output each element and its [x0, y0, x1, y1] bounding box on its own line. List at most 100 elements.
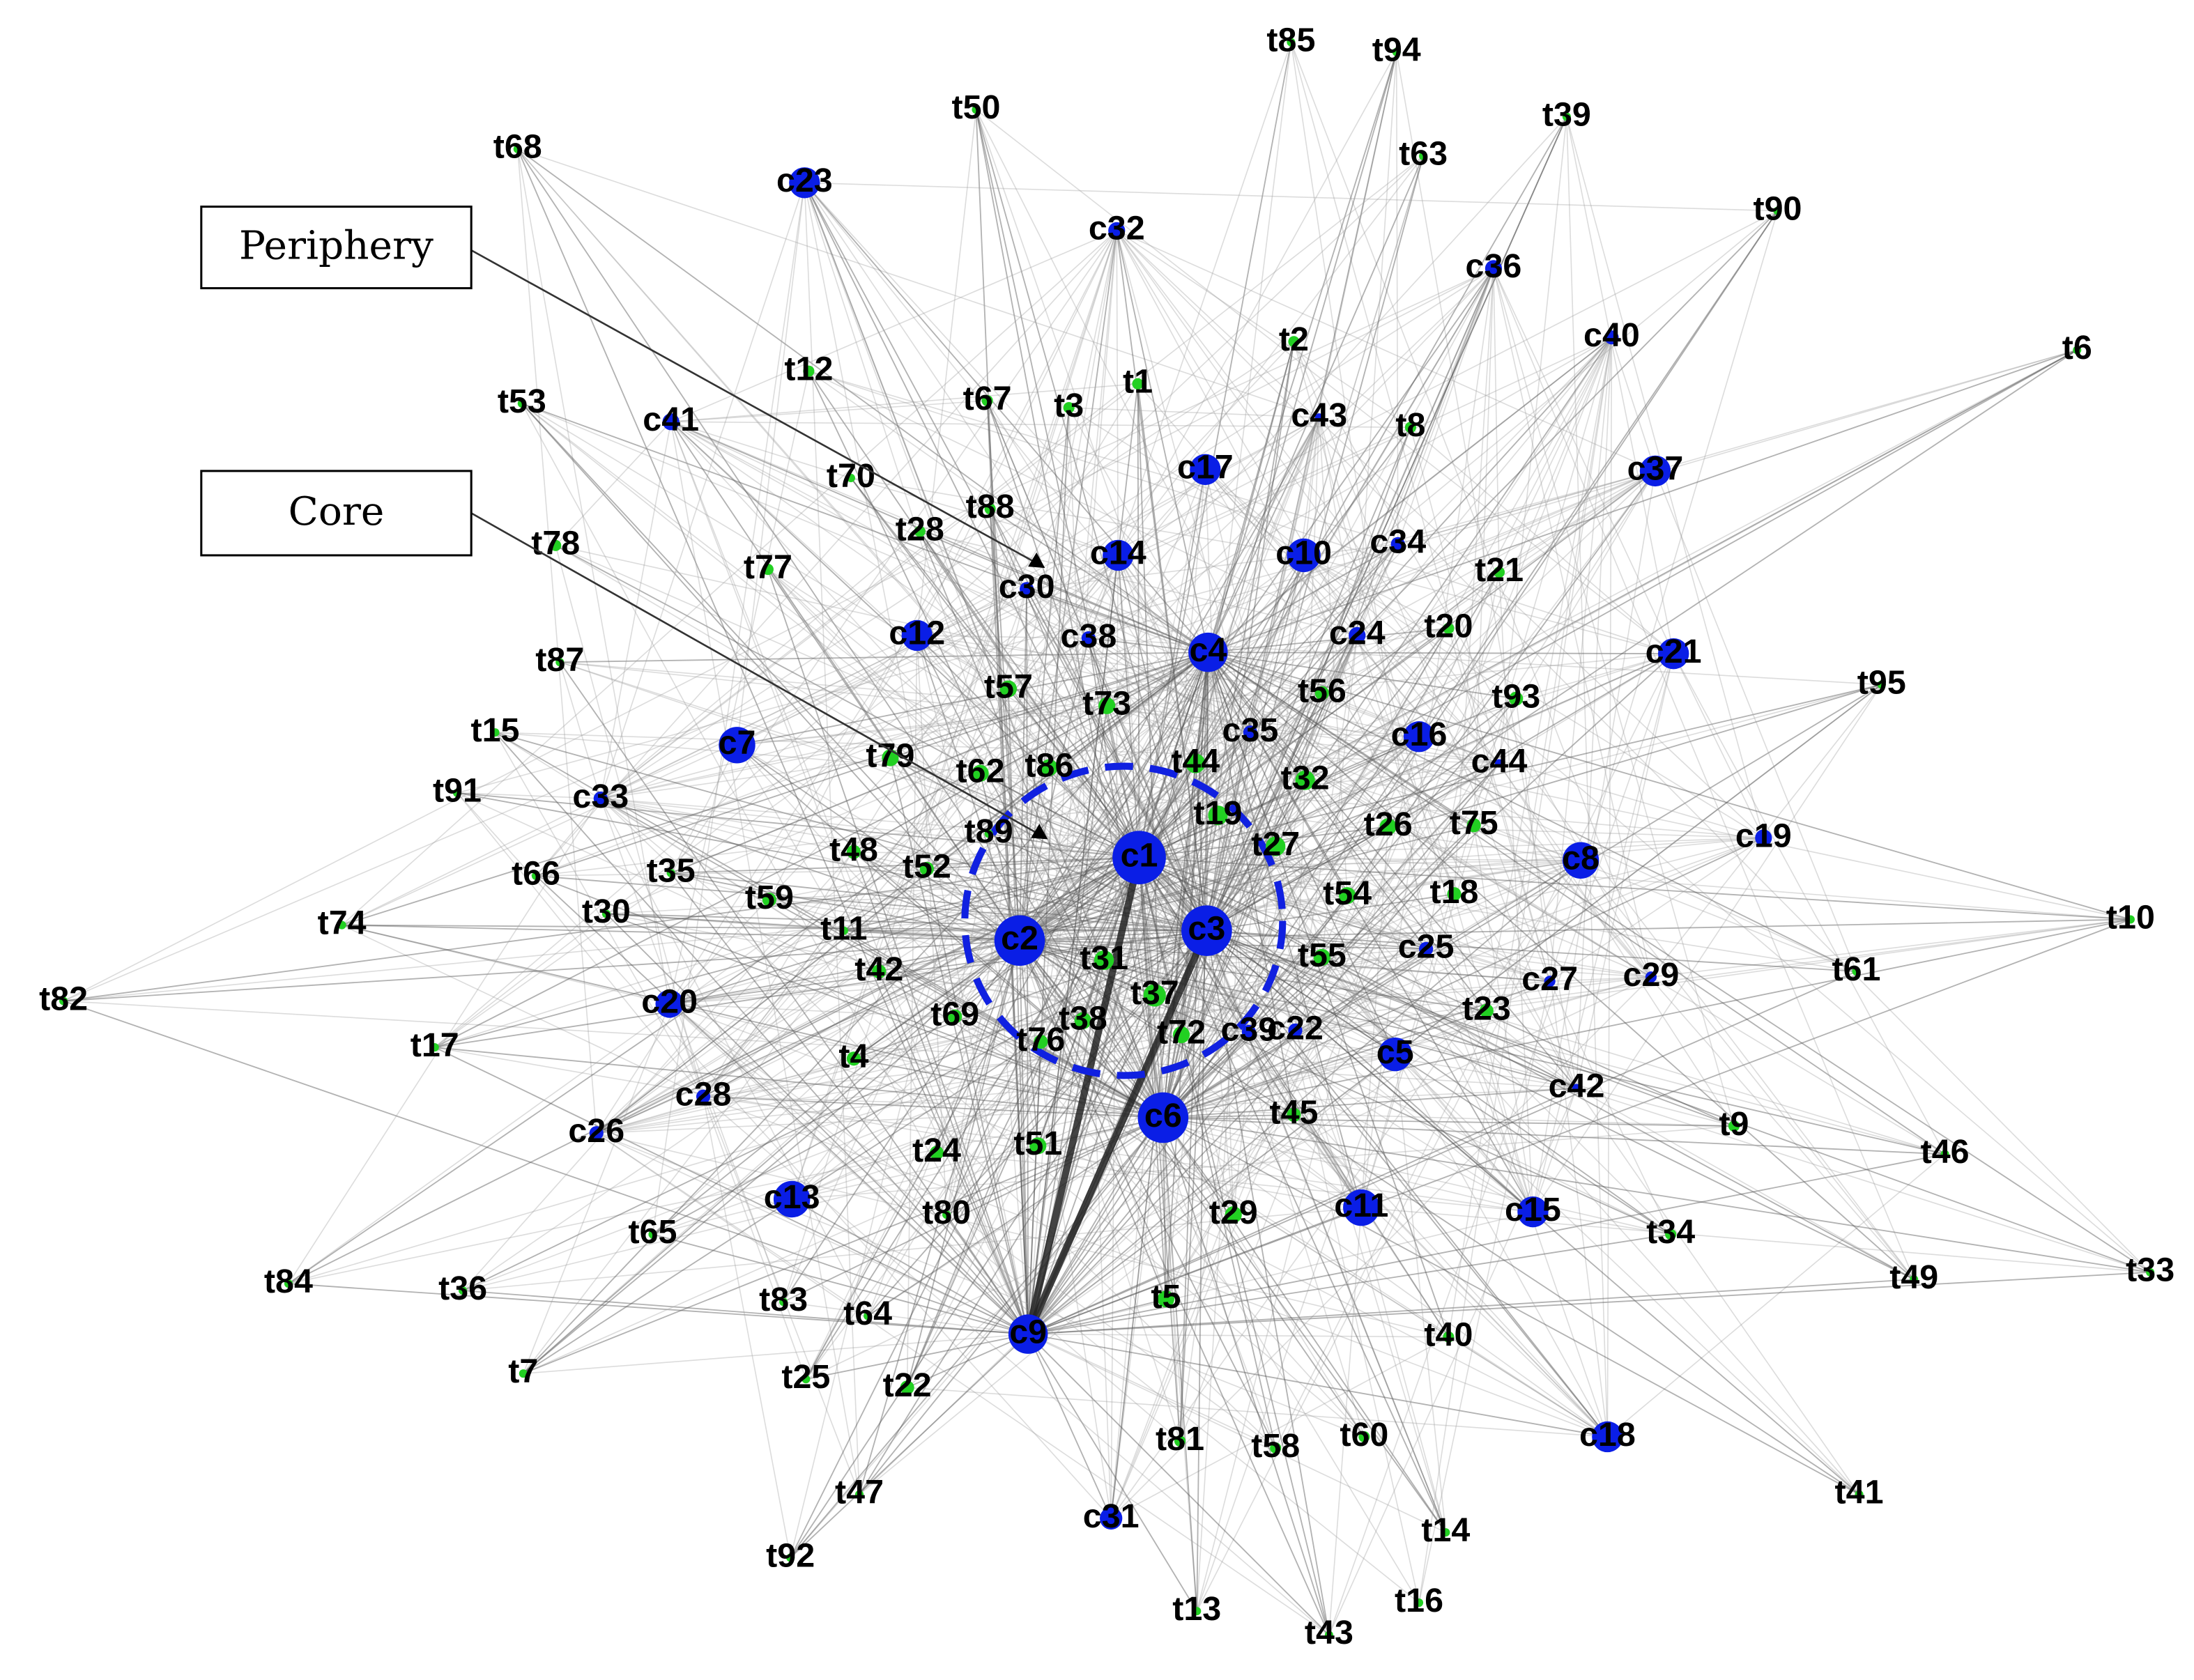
node-label: t95	[1857, 663, 1906, 701]
node-label: c5	[1376, 1033, 1414, 1071]
edge	[462, 1117, 1164, 1291]
edge	[1207, 652, 1250, 1032]
term-node-dot	[491, 728, 500, 737]
edge	[1206, 930, 1396, 1055]
edge	[1026, 588, 1209, 654]
edge	[1019, 940, 1533, 1212]
core-arrowhead	[1031, 824, 1048, 840]
node-label: t85	[1266, 21, 1315, 59]
edge	[1290, 42, 1551, 982]
edge	[889, 757, 1207, 932]
core-node-dot	[1181, 905, 1232, 956]
edge	[1207, 652, 1534, 1212]
edge	[63, 939, 1020, 1002]
edge	[1248, 846, 1277, 1033]
edge	[916, 155, 1424, 636]
edge	[1019, 426, 1411, 941]
edge	[1019, 628, 1449, 941]
core-node-dot	[1288, 1023, 1303, 1038]
edge	[1027, 1333, 1446, 1533]
edge	[916, 635, 1500, 764]
edge	[1138, 857, 1198, 1612]
edge	[1082, 980, 1550, 1022]
edge	[1019, 736, 1420, 941]
edge	[668, 371, 810, 1004]
node-label: t76	[1016, 1021, 1065, 1058]
edge	[1110, 1030, 1296, 1519]
edge	[1516, 653, 1674, 700]
edge	[1163, 1117, 1447, 1533]
edge	[652, 1199, 792, 1235]
edge	[1195, 763, 1396, 1055]
edge	[791, 407, 1070, 1200]
edge	[1139, 349, 2078, 858]
edge	[596, 1132, 1276, 1449]
term-node-dot	[601, 909, 611, 918]
edge	[1163, 859, 1581, 1118]
edge	[1206, 349, 2078, 932]
edge	[990, 508, 1119, 556]
node-label: c43	[1291, 396, 1347, 434]
term-node-dot	[2073, 346, 2082, 355]
edge	[342, 230, 1117, 926]
edge	[954, 1016, 1608, 1438]
core-node-dot	[1390, 537, 1405, 551]
node-label: t20	[1424, 608, 1473, 645]
node-label: t43	[1305, 1614, 1353, 1651]
edge	[737, 744, 1156, 996]
node-label: t91	[433, 772, 482, 810]
node-label: c24	[1329, 615, 1386, 652]
edge	[1137, 383, 1140, 858]
edge	[1418, 736, 1764, 839]
edge	[63, 837, 1764, 1002]
edge	[1040, 555, 1119, 1042]
edge	[668, 1003, 860, 1495]
edge	[1068, 407, 1305, 556]
edge	[1008, 688, 1208, 932]
node-label: t7	[508, 1353, 538, 1390]
edge	[1162, 930, 1208, 1118]
edge	[1088, 638, 1447, 1533]
core-node-dot	[901, 619, 933, 652]
edge	[988, 833, 1029, 1334]
edge	[1179, 417, 1320, 1442]
edge	[670, 230, 1117, 874]
edge	[1153, 732, 1251, 996]
node-label: c39	[1221, 1011, 1278, 1049]
edge	[1088, 116, 1567, 639]
core-node-dot	[1562, 842, 1600, 879]
edge	[1328, 653, 1674, 1635]
term-node-dot	[1266, 836, 1286, 856]
edge	[1026, 588, 1475, 826]
node-label: t61	[1832, 950, 1881, 988]
edge	[1425, 571, 1500, 950]
edge	[853, 930, 1207, 1060]
node-label: t8	[1395, 406, 1425, 444]
edge	[1493, 268, 1652, 978]
edge	[853, 732, 1251, 1059]
edge	[1117, 555, 1251, 733]
edge	[1356, 52, 1397, 635]
core-node-dot	[1485, 260, 1503, 277]
edge	[703, 940, 1020, 1097]
edge	[1162, 427, 1411, 1118]
edge	[703, 994, 1155, 1097]
edge	[853, 940, 1020, 1059]
term-node-dot	[1773, 206, 1782, 215]
term-node-dot	[430, 1043, 439, 1052]
term-node-dot	[1314, 686, 1329, 700]
node-label: c14	[1090, 534, 1146, 572]
edge	[853, 736, 1420, 1059]
edge	[975, 109, 1208, 931]
edge	[434, 417, 1320, 1048]
edge	[457, 792, 1140, 858]
edge	[804, 182, 1140, 858]
edge	[1110, 555, 1119, 1518]
node-label: c27	[1521, 960, 1578, 998]
edge	[1116, 230, 1764, 839]
node-label: t36	[438, 1270, 487, 1307]
edge	[1207, 652, 1396, 1055]
edge	[63, 1000, 1029, 1335]
edge	[1206, 930, 2151, 1273]
edge	[600, 688, 1009, 799]
